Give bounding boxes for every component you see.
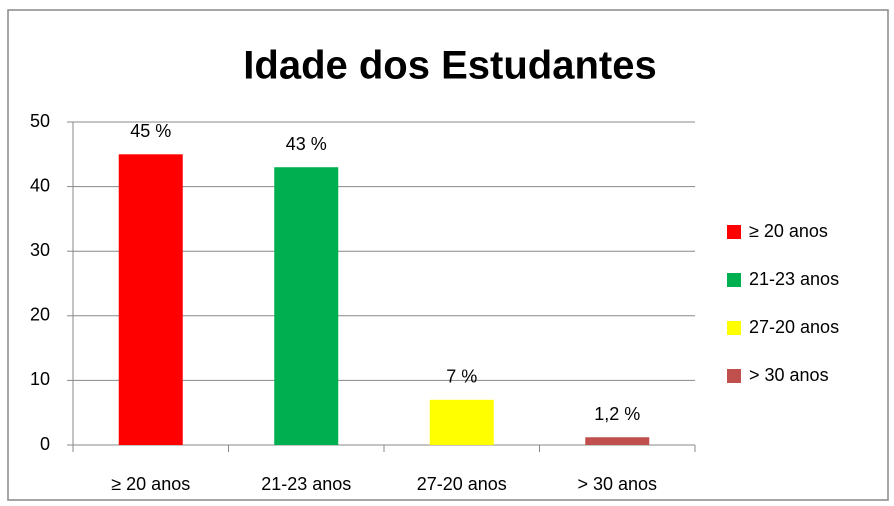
bar: [274, 167, 339, 445]
y-tick-label: 30: [30, 240, 50, 260]
y-tick-label: 20: [30, 305, 50, 325]
y-tick-label: 50: [30, 111, 50, 131]
data-label: 1,2 %: [594, 404, 640, 424]
legend-label: 21-23 anos: [749, 269, 839, 289]
y-tick-label: 0: [40, 434, 50, 454]
y-tick-label: 40: [30, 175, 50, 195]
legend-swatch: [727, 321, 741, 335]
bar: [118, 154, 183, 446]
chart-title: Idade dos Estudantes: [243, 44, 656, 88]
legend-label: 27-20 anos: [749, 317, 839, 337]
legend-swatch: [727, 369, 741, 383]
legend-swatch: [727, 273, 741, 287]
x-tick-label: 21-23 anos: [261, 474, 351, 494]
bar: [585, 437, 650, 445]
bar: [429, 399, 494, 445]
data-label: 43 %: [286, 134, 327, 154]
x-tick-label: 27-20 anos: [417, 474, 507, 494]
legend-label: ≥ 20 anos: [749, 221, 828, 241]
data-label: 45 %: [130, 121, 171, 141]
legend-label: > 30 anos: [749, 365, 829, 385]
legend-swatch: [727, 225, 741, 239]
x-tick-label: ≥ 20 anos: [111, 474, 190, 494]
data-label: 7 %: [446, 367, 477, 387]
y-tick-label: 10: [30, 369, 50, 389]
x-tick-label: > 30 anos: [577, 474, 657, 494]
